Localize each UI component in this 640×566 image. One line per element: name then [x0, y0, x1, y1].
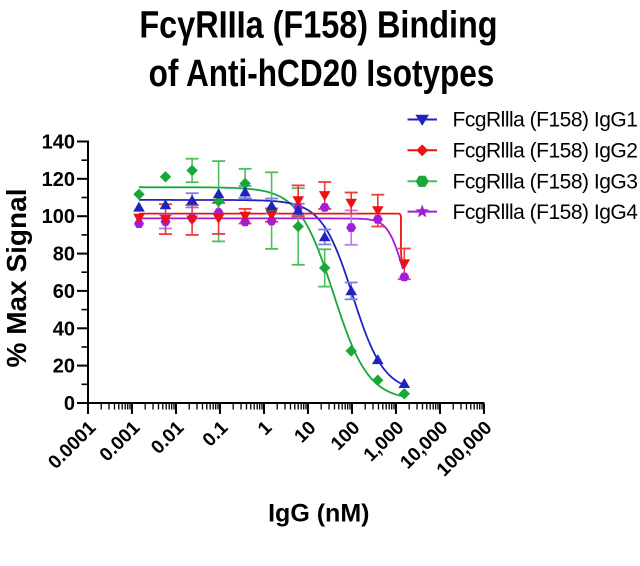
svg-text:FcγRIIIa (F158) Binding: FcγRIIIa (F158) Binding: [139, 4, 497, 46]
svg-text:FcgRllla (F158) IgG1: FcgRllla (F158) IgG1: [453, 109, 638, 132]
svg-text:FcgRllla (F158) IgG4: FcgRllla (F158) IgG4: [453, 201, 639, 224]
svg-text:140: 140: [42, 132, 75, 154]
svg-text:120: 120: [42, 169, 75, 191]
svg-text:of Anti-hCD20 Isotypes: of Anti-hCD20 Isotypes: [149, 52, 495, 94]
svg-text:20: 20: [53, 356, 75, 378]
svg-text:FcgRllla (F158) IgG2: FcgRllla (F158) IgG2: [453, 140, 638, 163]
svg-text:60: 60: [53, 281, 75, 303]
svg-text:IgG (nM): IgG (nM): [268, 499, 369, 527]
svg-text:0: 0: [64, 393, 75, 415]
svg-text:% Max Signal: % Max Signal: [1, 189, 32, 368]
svg-text:40: 40: [53, 318, 75, 340]
svg-text:FcgRllla (F158) IgG3: FcgRllla (F158) IgG3: [453, 171, 638, 194]
svg-text:100: 100: [42, 206, 75, 228]
svg-text:80: 80: [53, 244, 75, 266]
